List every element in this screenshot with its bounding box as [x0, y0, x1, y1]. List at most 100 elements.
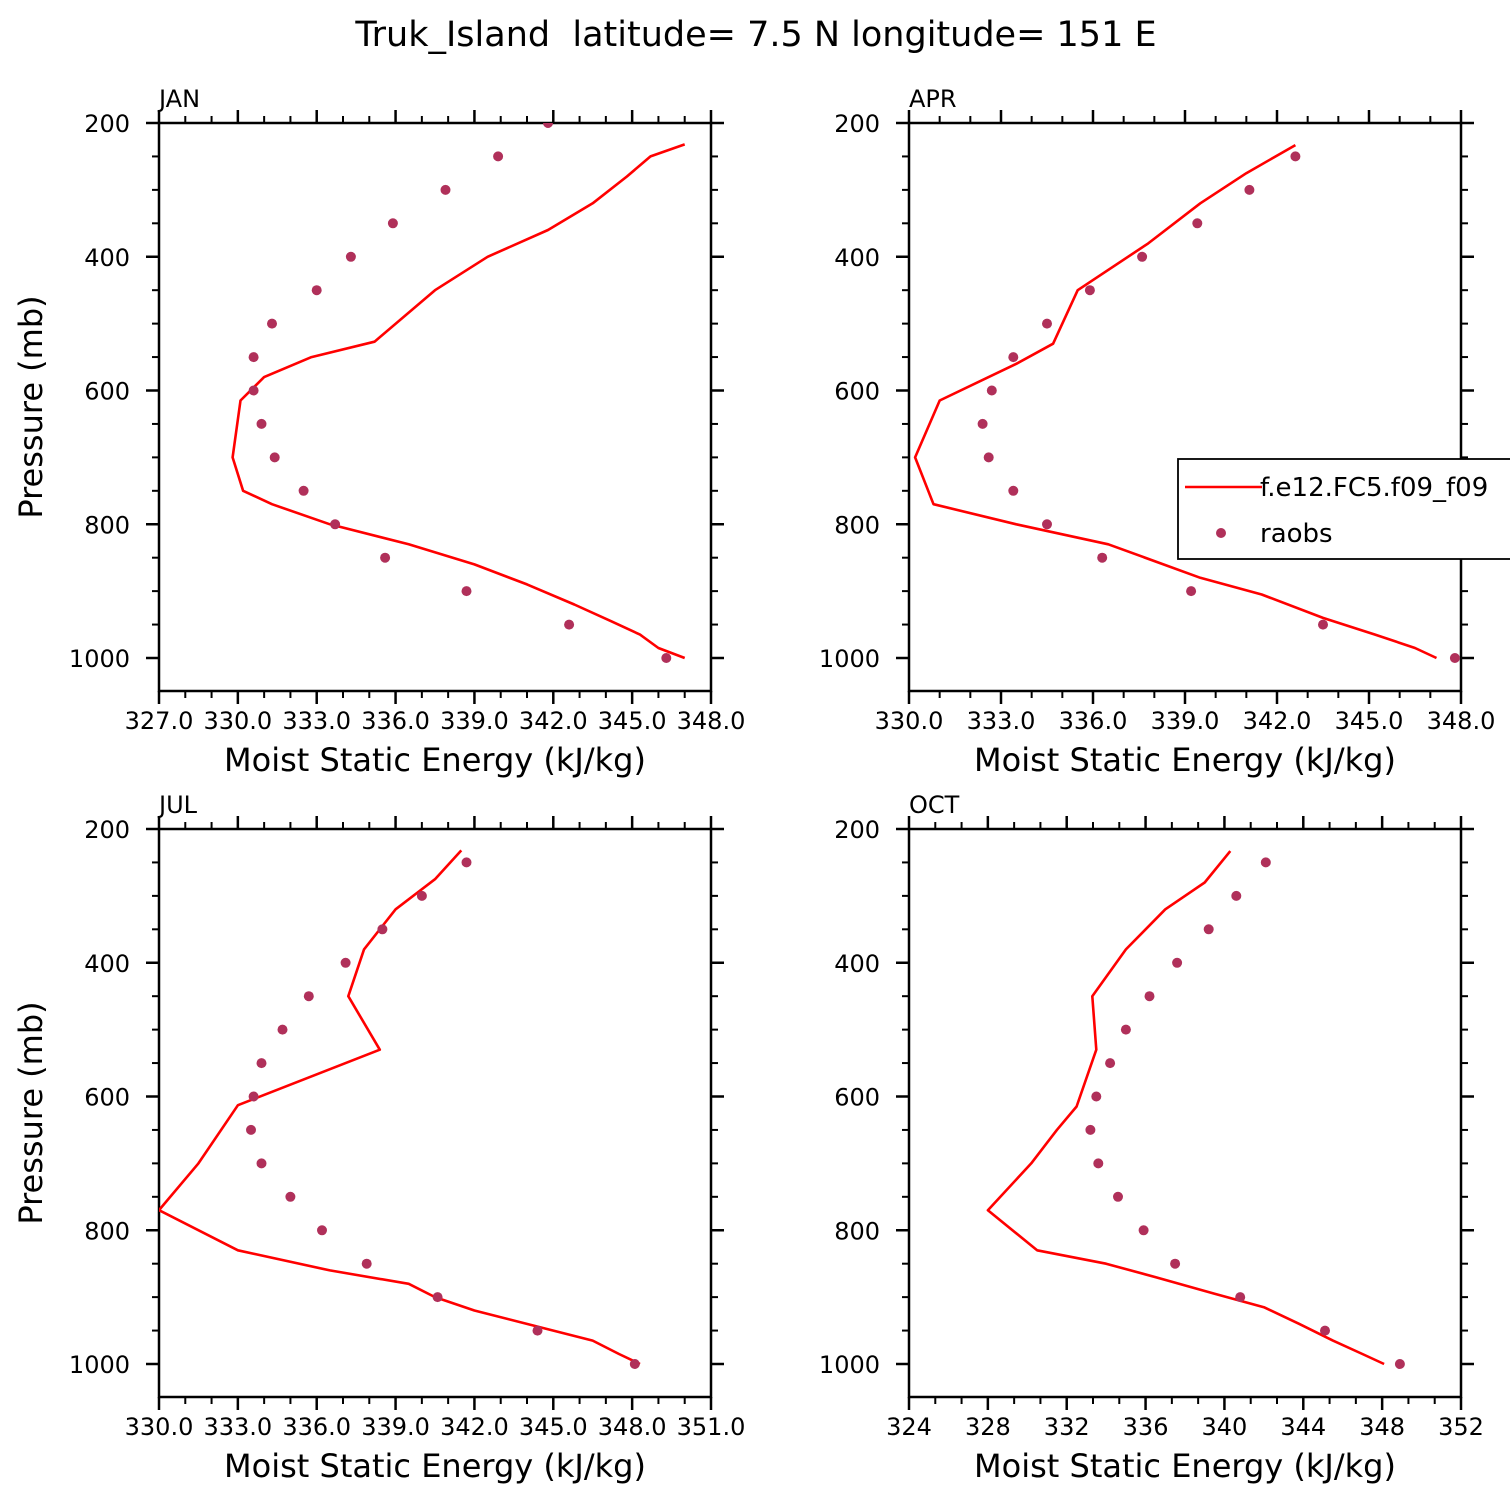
raobs-point [461, 857, 472, 868]
y-tick-label: 400 [84, 244, 130, 272]
x-tick-label: 345.0 [598, 707, 667, 735]
x-axis-label: Moist Static Energy (kJ/kg) [974, 741, 1396, 779]
raobs-point [246, 1124, 256, 1135]
raobs-point [1091, 1091, 1102, 1102]
y-tick-label: 400 [834, 244, 880, 272]
x-tick-label: 330.0 [875, 707, 944, 735]
x-tick-label: 336.0 [1059, 707, 1128, 735]
raobs-point [330, 519, 341, 530]
raobs-point [1008, 352, 1019, 363]
y-tick-label: 1000 [819, 1351, 880, 1379]
raobs-point [1192, 218, 1203, 229]
y-tick-label: 400 [84, 950, 130, 978]
raobs-point [387, 218, 398, 229]
raobs-point [416, 890, 427, 901]
panel-title: APR [909, 85, 957, 113]
x-tick-label: 336.0 [282, 1413, 351, 1441]
y-tick-label: 800 [84, 511, 130, 539]
raobs-point [1172, 957, 1183, 968]
raobs-point [661, 653, 672, 663]
raobs-point [285, 1191, 296, 1202]
raobs-point [1449, 653, 1460, 663]
x-tick-label: 328 [965, 1413, 1011, 1441]
raobs-point [277, 1024, 288, 1035]
raobs-point [1085, 1124, 1096, 1135]
panel-apr: 330.0 333.0 336.0 339.0 342.0 345.0 348.0 200 40… [819, 85, 1495, 779]
x-tick-label: 352 [1438, 1413, 1484, 1441]
x-tick-label: 339.0 [361, 1413, 430, 1441]
raobs-point [1113, 1191, 1123, 1202]
raobs-point [1170, 1258, 1181, 1269]
raobs-point [1320, 1325, 1330, 1336]
y-tick-label: 1000 [819, 645, 880, 673]
raobs-point [585, 85, 595, 95]
x-tick-label: 342.0 [440, 1413, 509, 1441]
model-series-line [231, 143, 686, 660]
raobs-point [345, 251, 356, 262]
raobs-point [340, 957, 351, 968]
model-series-line [913, 143, 1438, 660]
plot-frame [157, 121, 713, 693]
plot-area [231, 85, 686, 663]
raobs-point [1042, 318, 1052, 329]
y-tick-label: 800 [834, 511, 880, 539]
panel-jul: 330.0 333.0 336.0 339.0 342.0 345.0 348.0 351.0… [12, 791, 745, 1485]
raobs-point [543, 123, 553, 128]
raobs-point [269, 452, 280, 463]
raobs-point [317, 1225, 327, 1236]
raobs-point [983, 452, 994, 463]
raobs-point [1084, 285, 1095, 296]
raobs-point [1008, 485, 1019, 496]
raobs-point [532, 1325, 543, 1336]
legend-obs-label: raobs [1260, 519, 1333, 549]
raobs-point [361, 1258, 372, 1269]
x-tick-label: 336.0 [361, 707, 430, 735]
plot-area [159, 849, 641, 1369]
x-tick-label: 342.0 [519, 707, 588, 735]
y-tick-label: 200 [84, 816, 130, 844]
y-axis-label: Pressure (mb) [12, 295, 50, 518]
plot-frame [157, 827, 713, 1399]
plot-frame [907, 827, 1463, 1399]
x-tick-label: 333.0 [203, 1413, 272, 1441]
x-tick-label: 330.0 [203, 707, 272, 735]
raobs-point [1186, 586, 1197, 597]
y-tick-label: 600 [84, 1084, 130, 1112]
panel-title: JAN [157, 85, 200, 113]
x-tick-label: 333.0 [967, 707, 1036, 735]
x-tick-label: 339.0 [1151, 707, 1220, 735]
raobs-point [564, 619, 575, 630]
raobs-point [1394, 1359, 1405, 1369]
panel-jan: 327.0 330.0 333.0 336.0 339.0 342.0 345.0 348.0… [12, 85, 745, 779]
y-axis-label: Pressure (mb) [12, 1001, 50, 1224]
x-tick-label: 348.0 [598, 1413, 667, 1441]
plot-frame [907, 121, 1463, 693]
panels: 327.0 330.0 333.0 336.0 339.0 342.0 345.0 348.0… [12, 85, 1510, 1485]
raobs-point [1244, 184, 1255, 195]
plot-area [986, 850, 1405, 1369]
x-tick-label: 327.0 [125, 707, 194, 735]
y-tick-label: 600 [84, 378, 130, 406]
raobs-point [256, 1058, 267, 1069]
x-tick-label: 332 [1044, 1413, 1090, 1441]
raobs-point [248, 385, 259, 396]
raobs-point [986, 385, 997, 396]
raobs-point [311, 285, 322, 296]
raobs-point [256, 418, 267, 429]
raobs-point [380, 552, 391, 563]
legend-model-label: f.e12.FC5.f09_f09 [1260, 473, 1488, 503]
panel-title: OCT [909, 791, 960, 819]
raobs-point [377, 924, 388, 935]
raobs-point [267, 318, 277, 329]
raobs-point [1318, 619, 1328, 630]
y-tick-label: 800 [84, 1217, 130, 1245]
legend-obs-swatch [1216, 528, 1226, 538]
model-series-line [986, 850, 1385, 1366]
x-axis-label: Moist Static Energy (kJ/kg) [224, 1447, 646, 1485]
raobs-point [248, 352, 259, 363]
raobs-point [1231, 890, 1242, 901]
raobs-point [256, 1158, 267, 1169]
x-tick-label: 339.0 [440, 707, 509, 735]
plot-area [913, 143, 1460, 663]
